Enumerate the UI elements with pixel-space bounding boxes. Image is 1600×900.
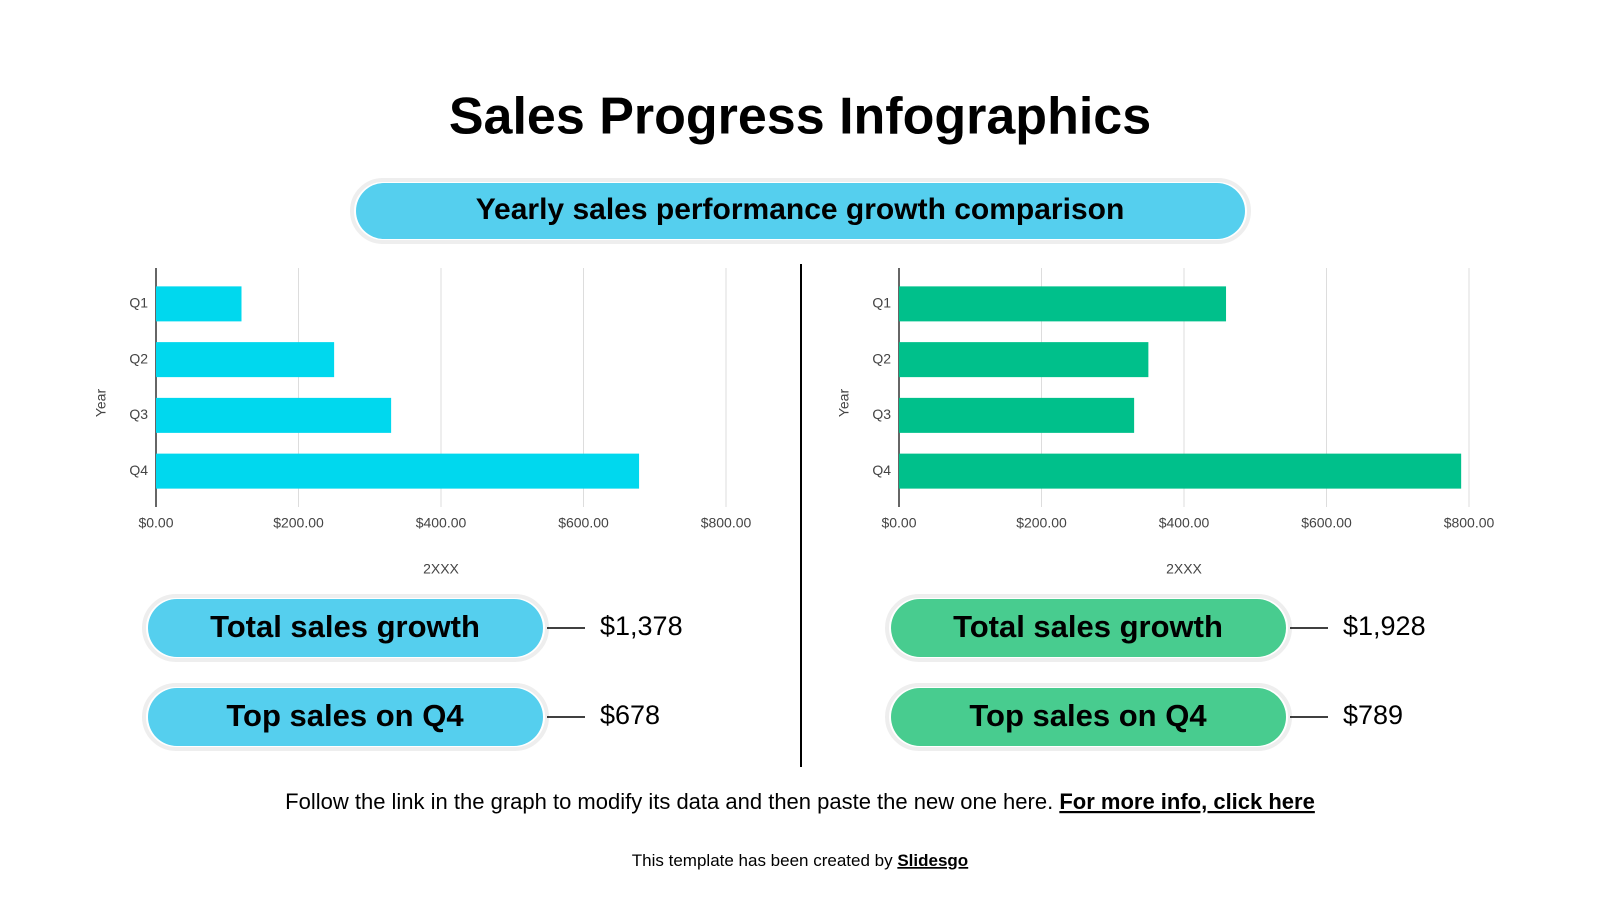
x-tick-label: $200.00	[1016, 515, 1067, 531]
x-axis-label: 2XXX	[423, 561, 459, 577]
x-tick-label: $0.00	[138, 515, 173, 531]
stat-pill	[891, 688, 1286, 746]
stat-pill	[891, 599, 1286, 657]
x-tick-label: $0.00	[881, 515, 916, 531]
y-axis-label: Year	[836, 389, 852, 418]
x-tick-label: $400.00	[1159, 515, 1210, 531]
stat-label: Top sales on Q4	[969, 698, 1207, 733]
y-tick-label: Q2	[129, 350, 148, 366]
credit: This template has been created by Slides…	[632, 851, 968, 870]
x-tick-label: $800.00	[701, 515, 752, 531]
subtitle: Yearly sales performance growth comparis…	[476, 193, 1125, 226]
bar	[899, 397, 1135, 433]
credit-link[interactable]: Slidesgo	[897, 851, 968, 870]
bar	[899, 453, 1462, 489]
y-tick-label: Q3	[129, 406, 148, 422]
stat-label: Top sales on Q4	[226, 698, 464, 733]
bar	[899, 342, 1149, 378]
x-tick-label: $600.00	[558, 515, 609, 531]
y-axis-label: Year	[93, 389, 109, 418]
stat-pill	[148, 599, 543, 657]
x-tick-label: $800.00	[1444, 515, 1495, 531]
credit-text: This template has been created by	[632, 851, 893, 870]
bar	[156, 453, 640, 489]
subtitle-pill	[356, 183, 1245, 239]
y-tick-label: Q3	[872, 406, 891, 422]
y-tick-label: Q1	[129, 295, 148, 311]
stat-value: $1,928	[1343, 611, 1426, 641]
bar	[899, 286, 1227, 322]
y-tick-label: Q4	[872, 462, 891, 478]
x-axis-label: 2XXX	[1166, 561, 1202, 577]
stat-label: Total sales growth	[953, 609, 1223, 644]
footer-link[interactable]: For more info, click here	[1059, 789, 1315, 814]
y-tick-label: Q1	[872, 295, 891, 311]
bar	[156, 397, 392, 433]
stat-label: Total sales growth	[210, 609, 480, 644]
stat-value: $678	[600, 700, 660, 730]
x-tick-label: $600.00	[1301, 515, 1352, 531]
footer: Follow the link in the graph to modify i…	[285, 789, 1315, 814]
y-tick-label: Q2	[872, 350, 891, 366]
x-tick-label: $200.00	[273, 515, 324, 531]
x-tick-label: $400.00	[416, 515, 467, 531]
footer-text: Follow the link in the graph to modify i…	[285, 789, 1053, 814]
stat-value: $1,378	[600, 611, 683, 641]
y-tick-label: Q4	[129, 462, 148, 478]
stat-pill	[148, 688, 543, 746]
bar	[156, 286, 242, 322]
stat-value: $789	[1343, 700, 1403, 730]
title: Sales Progress Infographics	[449, 88, 1151, 146]
bar	[156, 342, 335, 378]
